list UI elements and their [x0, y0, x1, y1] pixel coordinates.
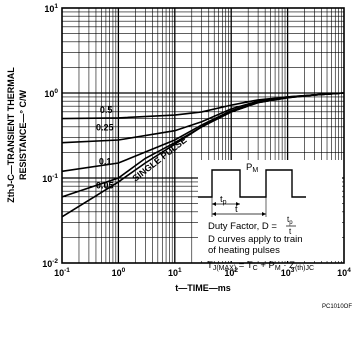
x-tick-label: 102 — [224, 267, 238, 278]
x-tick-label: 100 — [112, 267, 126, 278]
curve-label-single-pulse: SINGLE PULSE — [130, 135, 188, 184]
tp-arrow-right — [236, 202, 240, 206]
x-axis-label: t—TIME—ms — [175, 283, 231, 293]
duty-factor-numerator: tp — [287, 215, 293, 226]
y-tick-label: 10-1 — [42, 173, 58, 184]
y-axis-label-line1: ZthJ-C—TRANSIENT THERMAL — [6, 67, 16, 203]
duty-factor-text: Duty Factor, D = — [208, 221, 277, 232]
figure-code: PC1010OF — [322, 304, 352, 310]
x-tick-labels: 10-1 100 101 102 103 104 — [54, 267, 351, 278]
pm-label: PM — [246, 162, 258, 174]
t-arrow-right — [262, 212, 266, 216]
tp-arrow-left — [212, 202, 216, 206]
curve-label-0-25: 0.25 — [96, 123, 114, 133]
pulse-waveform — [198, 169, 306, 198]
x-tick-label: 10-1 — [54, 267, 70, 278]
y-tick-labels: 10-2 10-1 100 101 — [42, 3, 58, 269]
x-tick-label: 103 — [281, 267, 295, 278]
y-axis-label-line2: RESISTANCE—° C/W — [18, 90, 28, 180]
annotation-background — [198, 160, 342, 261]
plot-frame — [61, 7, 345, 264]
tp-label: tp — [220, 194, 227, 206]
x-tick-label: 101 — [168, 267, 182, 278]
curve-single-pulse — [61, 92, 345, 218]
curve-label-0-5: 0.5 — [100, 105, 113, 115]
y-tick-label: 100 — [44, 88, 58, 99]
d-curves-note-line1: D curves apply to train — [208, 234, 303, 245]
curve-label-0-05: 0.05 — [96, 181, 114, 191]
y-tick-label: 101 — [44, 3, 58, 14]
curve-label-0-1: 0.1 — [99, 156, 112, 166]
t-arrow-left — [212, 212, 216, 216]
duty-factor-denominator: t — [289, 227, 292, 236]
y-tick-label: 10-2 — [42, 258, 58, 269]
tj-equation: TJ(MAX) = TC + PM · Z(th)JC — [207, 260, 314, 272]
x-tick-label: 104 — [337, 267, 351, 278]
t-label: t — [235, 204, 238, 215]
chart-curves — [61, 92, 345, 218]
d-curves-note-line2: of heating pulses — [208, 245, 280, 256]
